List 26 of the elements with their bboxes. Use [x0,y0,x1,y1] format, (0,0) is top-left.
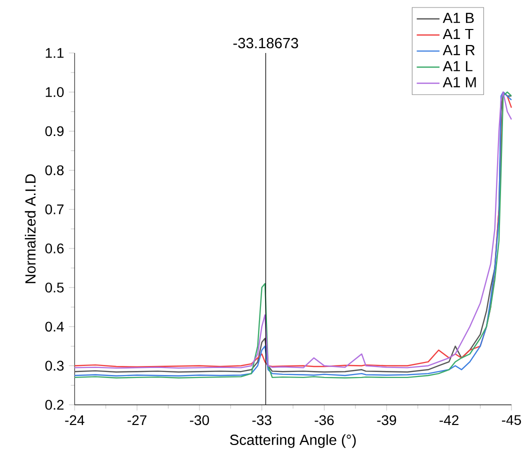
y-tick-label: 0.9 [45,126,64,136]
x-tick-label: -33 [252,415,272,426]
y-tick-label: 0.7 [45,204,64,214]
y-tick-label: 1.0 [46,87,64,98]
legend-label: A1 T [442,29,474,40]
x-tick-label: -39 [377,415,396,426]
y-tick-label: 0.8 [45,165,64,176]
legend-label: A1 M [442,77,476,88]
y-tick-label: 0.3 [45,360,64,371]
y-tick-label: 0.4 [45,322,64,332]
y-tick-label: 0.2 [45,400,64,410]
y-tick-label: 1.1 [46,48,64,58]
x-tick-label: -27 [128,415,146,426]
x-tick-label: -45 [502,415,521,426]
y-tick-label: 0.6 [45,244,64,254]
legend-label: A1 B [442,12,474,24]
x-tick-label: -36 [314,415,334,426]
ref-line-label: -33.18673 [233,38,298,48]
x-tick-label: -30 [190,415,209,426]
x-tick-label: -42 [440,415,458,426]
y-tick-label: 0.5 [45,282,64,293]
y-axis-title: Normalized A.I.D [24,174,36,284]
legend-label: A1 L [442,61,472,72]
legend-label: A1 R [442,45,475,56]
x-tick-label: -24 [65,415,84,426]
x-axis-title: Scattering Angle (°) [230,434,356,448]
